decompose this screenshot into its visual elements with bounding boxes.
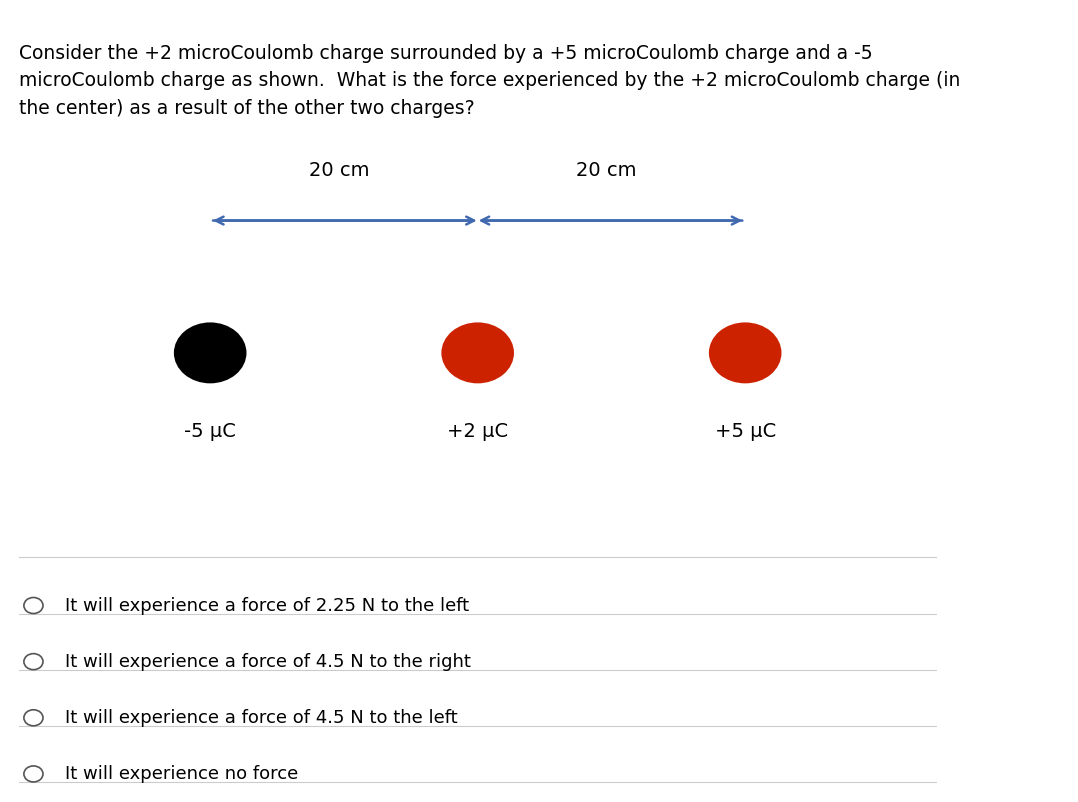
Text: It will experience no force: It will experience no force: [65, 765, 299, 783]
Circle shape: [433, 316, 522, 390]
Text: 20 cm: 20 cm: [577, 161, 637, 180]
Text: +5 μC: +5 μC: [715, 422, 776, 441]
Text: +2 μC: +2 μC: [447, 422, 508, 441]
Text: It will experience a force of 4.5 N to the left: It will experience a force of 4.5 N to t…: [65, 709, 457, 727]
Text: It will experience a force of 2.25 N to the left: It will experience a force of 2.25 N to …: [65, 597, 469, 614]
Circle shape: [701, 316, 789, 390]
Text: Consider the +2 microCoulomb charge surrounded by a +5 microCoulomb charge and a: Consider the +2 microCoulomb charge surr…: [19, 44, 960, 118]
Text: It will experience a force of 4.5 N to the right: It will experience a force of 4.5 N to t…: [65, 653, 471, 670]
Text: -5 μC: -5 μC: [184, 422, 236, 441]
Circle shape: [709, 322, 782, 383]
Circle shape: [174, 322, 247, 383]
Text: 20 cm: 20 cm: [309, 161, 370, 180]
Circle shape: [441, 322, 514, 383]
